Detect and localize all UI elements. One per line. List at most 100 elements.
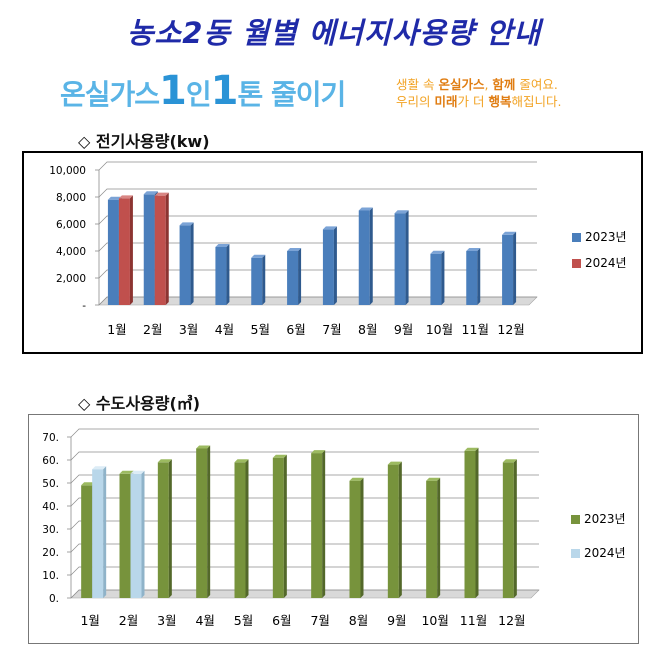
bar-side xyxy=(513,459,517,598)
bar-face xyxy=(358,210,370,305)
y-tick-label: 0. xyxy=(49,593,59,605)
slogan-part3: 톤 줄이기 xyxy=(237,78,347,111)
bar xyxy=(92,466,107,598)
bar-top xyxy=(81,482,96,486)
y-tick-label: 6,000 xyxy=(56,219,86,231)
x-tick-label: 11월 xyxy=(460,613,487,628)
bar-face xyxy=(118,198,130,305)
bar xyxy=(387,461,402,598)
x-tick-label: 3월 xyxy=(179,322,198,337)
bar-top xyxy=(143,191,158,195)
gridline xyxy=(70,543,539,553)
bar-top xyxy=(179,222,194,226)
gridline xyxy=(70,520,539,530)
bar-face xyxy=(107,199,119,305)
bar xyxy=(251,254,266,305)
water-chart-frame: 0. 10. 20. 30. 40. 50. 60. 70. 1월 2월 3월 4월 5월 6월 7월 8월 9… xyxy=(28,414,639,644)
bar xyxy=(466,248,481,305)
legend-label: 2023년 xyxy=(584,512,626,526)
gridline xyxy=(98,242,537,252)
bar-face xyxy=(349,480,361,598)
bar-face xyxy=(272,457,284,598)
tagline-line1: 생활 속 온실가스, 함께 줄여요. xyxy=(396,76,561,93)
bar-face xyxy=(466,251,478,305)
tagline-bold: 미래 xyxy=(434,94,458,109)
y-tick-label: - xyxy=(82,300,86,312)
bar-side xyxy=(141,470,145,598)
x-tick-label: 5월 xyxy=(251,322,270,337)
bar-top xyxy=(92,466,107,470)
tagline-text: 우리의 xyxy=(396,94,435,109)
gridline xyxy=(70,451,539,461)
x-tick-label: 9월 xyxy=(394,322,413,337)
bar-top xyxy=(154,192,169,196)
x-tick-label: 7월 xyxy=(310,613,329,628)
slogan-part2: 인 xyxy=(185,78,212,111)
legend-label: 2023년 xyxy=(585,230,627,244)
bar-top xyxy=(196,445,211,449)
bar-face xyxy=(92,469,104,598)
bar xyxy=(464,447,479,598)
y-tick-label: 8,000 xyxy=(56,192,86,204)
bar-side xyxy=(103,466,107,598)
bar-face xyxy=(426,480,438,598)
bar-face xyxy=(251,257,263,305)
gridline xyxy=(70,566,539,576)
bar-side xyxy=(405,210,409,305)
tagline-text: 가 더 xyxy=(457,94,489,109)
bar-top xyxy=(322,226,337,230)
bar-top xyxy=(394,210,409,214)
y-tick-label: 20. xyxy=(42,547,59,559)
x-tick-label: 4월 xyxy=(195,613,214,628)
bar-side xyxy=(168,459,172,598)
bar-side xyxy=(333,226,337,305)
bar-top xyxy=(272,454,287,458)
bar-side xyxy=(322,450,326,598)
bar-face xyxy=(322,229,334,305)
x-tick-label: 12월 xyxy=(498,613,525,628)
bar xyxy=(502,231,517,305)
bar-top xyxy=(358,207,373,211)
x-tick-label: 5월 xyxy=(234,613,253,628)
bar-top xyxy=(251,254,266,258)
bar-side xyxy=(360,477,364,598)
page-title: 농소2동 월별 에너지사용량 안내 xyxy=(126,16,542,50)
bar xyxy=(154,192,169,305)
x-tick-label: 8월 xyxy=(358,322,377,337)
y-tick-label: 50. xyxy=(42,478,59,490)
bar xyxy=(234,459,249,598)
slogan-tagline: 생활 속 온실가스, 함께 줄여요. 우리의 미래가 더 행복해집니다. xyxy=(396,76,561,110)
bar-face xyxy=(130,473,142,598)
bar-side xyxy=(475,447,479,598)
bar-top xyxy=(349,477,364,481)
x-tick-label: 4월 xyxy=(215,322,234,337)
gridline xyxy=(98,296,537,306)
slogan-logo: 온실가스1인1톤 줄이기 xyxy=(60,68,347,114)
slogan-banner: 온실가스1인1톤 줄이기 생활 속 온실가스, 함께 줄여요. 우리의 미래가 … xyxy=(60,68,620,114)
bar xyxy=(272,454,287,598)
bar-top xyxy=(234,459,249,463)
x-tick-label: 9월 xyxy=(387,613,406,628)
legend-swatch xyxy=(571,515,580,524)
bar-side xyxy=(513,231,517,305)
bar-face xyxy=(311,453,323,598)
x-tick-label: 7월 xyxy=(322,322,341,337)
gridline xyxy=(70,497,539,507)
bar xyxy=(358,207,373,305)
bar-top xyxy=(387,461,402,465)
bar xyxy=(430,250,445,305)
bar-top xyxy=(119,470,134,474)
bar-side xyxy=(477,248,481,305)
bar-top xyxy=(430,250,445,254)
x-tick-label: 10월 xyxy=(426,322,453,337)
legend-swatch xyxy=(572,233,581,242)
legend-swatch xyxy=(571,549,580,558)
x-tick-label: 6월 xyxy=(272,613,291,628)
bar xyxy=(502,459,517,598)
x-tick-label: 1월 xyxy=(107,322,126,337)
gridline xyxy=(98,269,537,279)
electricity-chart-frame: - 2,000 4,000 6,000 8,000 10,000 1월 2월 3월 4월 5월 6월 7… xyxy=(22,151,643,354)
bar xyxy=(311,450,326,598)
bar-side xyxy=(165,192,169,305)
x-tick-label: 2월 xyxy=(143,322,162,337)
